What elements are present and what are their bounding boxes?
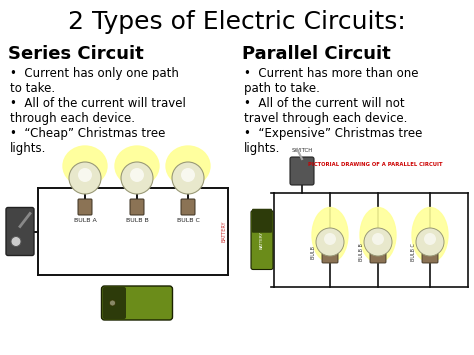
FancyBboxPatch shape bbox=[130, 199, 144, 215]
Circle shape bbox=[364, 228, 392, 256]
Text: BULB C: BULB C bbox=[176, 218, 200, 223]
Ellipse shape bbox=[166, 146, 210, 186]
Circle shape bbox=[181, 168, 195, 182]
Text: BATTERY: BATTERY bbox=[260, 231, 264, 249]
Ellipse shape bbox=[63, 146, 107, 186]
FancyBboxPatch shape bbox=[78, 199, 92, 215]
Circle shape bbox=[130, 168, 144, 182]
Circle shape bbox=[424, 233, 436, 245]
Text: PICTORIAL DRAWING OF A PARALLEL CIRCUIT: PICTORIAL DRAWING OF A PARALLEL CIRCUIT bbox=[308, 163, 442, 168]
Circle shape bbox=[324, 233, 336, 245]
Text: •  All of the current will travel
through each device.: • All of the current will travel through… bbox=[10, 97, 186, 125]
Text: Parallel Circuit: Parallel Circuit bbox=[242, 45, 391, 63]
Text: •  “Expensive” Christmas tree
lights.: • “Expensive” Christmas tree lights. bbox=[244, 127, 422, 155]
Circle shape bbox=[121, 162, 153, 194]
Circle shape bbox=[11, 236, 21, 246]
FancyBboxPatch shape bbox=[251, 211, 273, 269]
Text: BULB B: BULB B bbox=[126, 218, 148, 223]
Circle shape bbox=[109, 300, 116, 306]
FancyBboxPatch shape bbox=[181, 199, 195, 215]
Ellipse shape bbox=[115, 146, 159, 186]
FancyBboxPatch shape bbox=[6, 208, 34, 256]
Text: •  Current has only one path
to take.: • Current has only one path to take. bbox=[10, 67, 179, 95]
Circle shape bbox=[416, 228, 444, 256]
Text: •  “Cheap” Christmas tree
lights.: • “Cheap” Christmas tree lights. bbox=[10, 127, 165, 155]
Text: BULB: BULB bbox=[311, 245, 317, 259]
Text: SWITCH: SWITCH bbox=[292, 148, 313, 153]
Ellipse shape bbox=[360, 208, 396, 262]
Text: •  All of the current will not
travel through each device.: • All of the current will not travel thr… bbox=[244, 97, 407, 125]
Text: BULB A: BULB A bbox=[73, 218, 96, 223]
Circle shape bbox=[78, 168, 92, 182]
FancyBboxPatch shape bbox=[101, 286, 173, 320]
Text: BULB C: BULB C bbox=[411, 243, 417, 261]
FancyBboxPatch shape bbox=[322, 251, 338, 263]
Text: BULB B: BULB B bbox=[359, 243, 365, 261]
Ellipse shape bbox=[412, 208, 448, 262]
Ellipse shape bbox=[312, 208, 348, 262]
Circle shape bbox=[172, 162, 204, 194]
Text: BATTERY: BATTERY bbox=[221, 221, 227, 242]
Circle shape bbox=[69, 162, 101, 194]
Circle shape bbox=[316, 228, 344, 256]
Text: Series Circuit: Series Circuit bbox=[8, 45, 144, 63]
Text: 2 Types of Electric Circuits:: 2 Types of Electric Circuits: bbox=[68, 10, 406, 34]
FancyBboxPatch shape bbox=[290, 157, 314, 185]
Circle shape bbox=[372, 233, 384, 245]
FancyBboxPatch shape bbox=[102, 287, 126, 319]
Text: •  Current has more than one
path to take.: • Current has more than one path to take… bbox=[244, 67, 419, 95]
FancyBboxPatch shape bbox=[252, 209, 272, 233]
FancyBboxPatch shape bbox=[370, 251, 386, 263]
FancyBboxPatch shape bbox=[422, 251, 438, 263]
